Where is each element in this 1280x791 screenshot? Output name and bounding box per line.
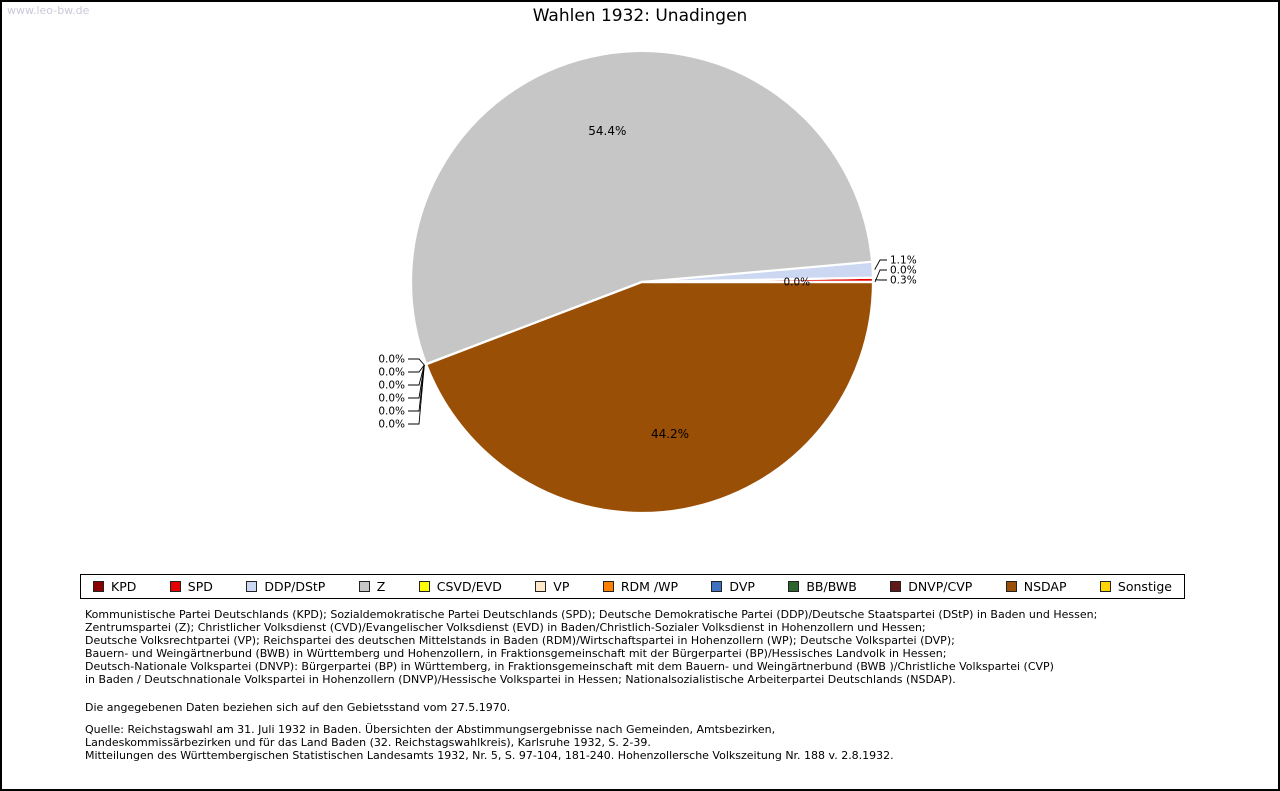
leader-line-dvp bbox=[408, 364, 425, 399]
legend-swatch-dnvp-cvp bbox=[890, 581, 902, 592]
legend-item-ddp-dstp: DDP/DStP bbox=[246, 579, 325, 594]
leader-line-dnvp-cvp bbox=[408, 364, 425, 425]
party-definition-line: Deutsche Volksrechtpartei (VP); Reichspa… bbox=[85, 634, 955, 647]
party-definition-line: Deutsch-Nationale Volkspartei (DNVP): Bü… bbox=[85, 660, 1054, 673]
legend-label: DDP/DStP bbox=[264, 579, 326, 594]
slice-label-kpd: 0.0% bbox=[890, 265, 917, 277]
party-definition-line: Kommunistische Partei Deutschlands (KPD)… bbox=[85, 608, 1098, 621]
legend-swatch-sonstige bbox=[1099, 581, 1111, 592]
legend-label: VP bbox=[553, 579, 570, 594]
legend-label: Sonstige bbox=[1117, 579, 1172, 594]
legend-item-vp: VP bbox=[535, 579, 569, 594]
leader-line-rdm-wp bbox=[408, 364, 425, 386]
legend-item-sonstige: Sonstige bbox=[1099, 579, 1172, 594]
party-definitions: Kommunistische Partei Deutschlands (KPD)… bbox=[85, 608, 1097, 686]
pie-slice-z bbox=[409, 49, 874, 366]
legend-swatch-spd bbox=[169, 581, 181, 592]
legend-label: CSVD/EVD bbox=[436, 579, 502, 594]
source-line: Quelle: Reichstagswahl am 31. Juli 1932 … bbox=[85, 723, 776, 736]
pie-slice-nsdap bbox=[425, 280, 875, 515]
legend-item-spd: SPD bbox=[169, 579, 213, 594]
slice-label-dvp: 0.0% bbox=[378, 393, 405, 405]
pie-chart: 54.4%44.2%0.0%0.0%0.0%0.0%0.0%0.0%1.1%0.… bbox=[378, 49, 917, 515]
legend-label: BB/BWB bbox=[806, 579, 857, 594]
legend-item-dnvp-cvp: DNVP/CVP bbox=[890, 579, 972, 594]
chart-title: Wahlen 1932: Unadingen bbox=[532, 6, 748, 26]
slice-label-sonstige: 0.0% bbox=[783, 277, 810, 289]
party-definition-line: Zentrumspartei (Z); Christlicher Volksdi… bbox=[85, 621, 926, 634]
legend-item-nsdap: NSDAP bbox=[1005, 579, 1067, 594]
legend-label: NSDAP bbox=[1023, 579, 1067, 594]
source-note: Quelle: Reichstagswahl am 31. Juli 1932 … bbox=[85, 723, 894, 762]
legend-swatch-ddp-dstp bbox=[246, 581, 258, 592]
legend-label: DVP bbox=[729, 579, 755, 594]
territory-note: Die angegebenen Daten beziehen sich auf … bbox=[85, 701, 511, 714]
legend-item-z: Z bbox=[358, 579, 386, 594]
legend-swatch-vp bbox=[535, 581, 547, 592]
legend-label: KPD bbox=[111, 579, 137, 594]
source-line: Landeskommissärbezirken und für das Land… bbox=[85, 736, 651, 749]
slice-label-rdm-wp: 0.0% bbox=[378, 380, 405, 392]
slice-label-bb-bwb: 0.0% bbox=[378, 406, 405, 418]
legend: KPD SPD DDP/DStP Z CSVD/EVD VP RDM /WP DVP BB/BW… bbox=[80, 574, 1185, 599]
legend-item-bb-bwb: BB/BWB bbox=[788, 579, 857, 594]
legend-item-kpd: KPD bbox=[93, 579, 136, 594]
legend-swatch-bb-bwb bbox=[788, 581, 800, 592]
slice-label-csvd-evd: 0.0% bbox=[378, 354, 405, 366]
leader-line-vp bbox=[408, 364, 425, 373]
slice-label-ddp-dstp: 1.1% bbox=[890, 255, 917, 267]
legend-label: SPD bbox=[187, 579, 213, 594]
leader-line-kpd bbox=[874, 269, 887, 283]
legend-item-csvd-evd: CSVD/EVD bbox=[418, 579, 502, 594]
legend-swatch-rdm-wp bbox=[602, 581, 614, 592]
legend-swatch-kpd bbox=[93, 581, 104, 592]
legend-swatch-dvp bbox=[711, 581, 723, 592]
leader-line-csvd-evd bbox=[408, 358, 425, 366]
party-definition-line: Bauern- und Weingärtnerbund (BWB) in Wür… bbox=[85, 647, 947, 660]
legend-item-rdm-wp: RDM /WP bbox=[602, 579, 678, 594]
legend-label: DNVP/CVP bbox=[908, 579, 973, 594]
legend-label: RDM /WP bbox=[620, 579, 678, 594]
slice-label-spd: 0.3% bbox=[890, 275, 917, 287]
legend-swatch-nsdap bbox=[1005, 581, 1017, 592]
slice-label-z: 54.4% bbox=[588, 124, 626, 138]
legend-swatch-csvd-evd bbox=[418, 581, 430, 592]
watermark: www.leo-bw.de bbox=[7, 4, 90, 17]
legend-item-dvp: DVP bbox=[711, 579, 755, 594]
slice-label-nsdap: 44.2% bbox=[651, 427, 689, 441]
party-definition-line: in Baden / Deutschnationale Volkspartei … bbox=[85, 673, 956, 686]
leader-line-ddp-dstp bbox=[874, 259, 887, 270]
legend-swatch-z bbox=[358, 581, 370, 592]
source-line: Mitteilungen des Württembergischen Stati… bbox=[85, 749, 894, 762]
slice-label-vp: 0.0% bbox=[378, 367, 405, 379]
slice-label-dnvp-cvp: 0.0% bbox=[378, 419, 405, 431]
legend-label: Z bbox=[376, 579, 386, 594]
